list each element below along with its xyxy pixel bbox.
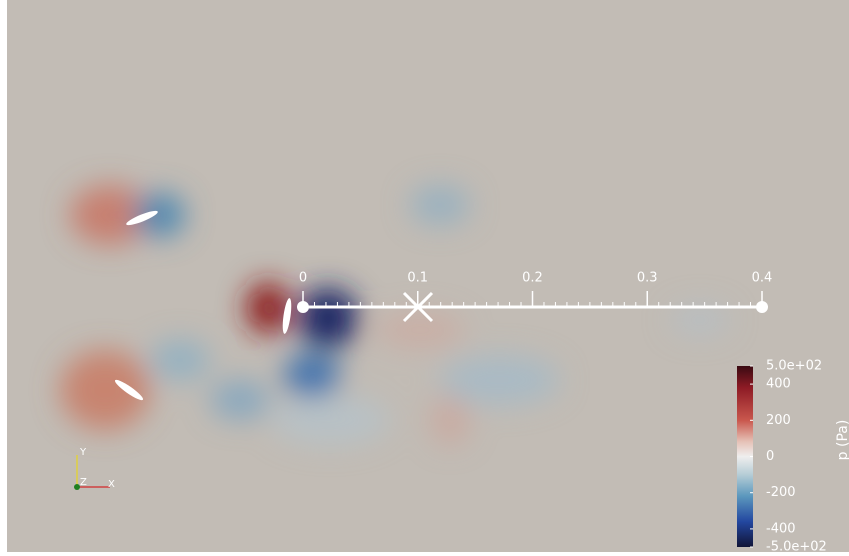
axis-label: X (108, 479, 115, 490)
airfoil (126, 210, 158, 226)
ruler-label: 0.2 (522, 271, 543, 286)
pressure-field (60, 185, 730, 445)
axis-label: Y (79, 447, 87, 458)
colorbar-label: 400 (766, 377, 791, 392)
axis-label: Z (80, 477, 87, 488)
colorbar-label: 200 (766, 413, 791, 428)
colorbar-label: -5.0e+02 (766, 540, 827, 555)
colorbar-label: 5.0e+02 (766, 359, 822, 374)
ruler-label: 0.4 (752, 271, 773, 286)
ruler-label: 0 (299, 271, 307, 286)
colorbar-label: -200 (766, 485, 796, 500)
colorbar-label: -400 (766, 521, 796, 536)
ruler-label: 0.1 (407, 271, 428, 286)
field-background (7, 0, 849, 552)
ruler: 0 0.1 0.2 0.3 0.4 (297, 271, 773, 323)
axes-triad: Y Z X (74, 447, 115, 490)
airfoil (114, 379, 144, 401)
colorbar-label: 0 (766, 449, 774, 464)
airfoil (282, 298, 292, 334)
colorbar-title: p (Pa) (835, 420, 849, 461)
ruler-label: 0.3 (637, 271, 658, 286)
colorbar-labels: 5.0e+02 400 200 0 -200 -400 -5.0e+02 (750, 359, 827, 555)
airfoils (114, 210, 292, 401)
z-axis (74, 484, 80, 490)
colorbar (737, 366, 753, 547)
